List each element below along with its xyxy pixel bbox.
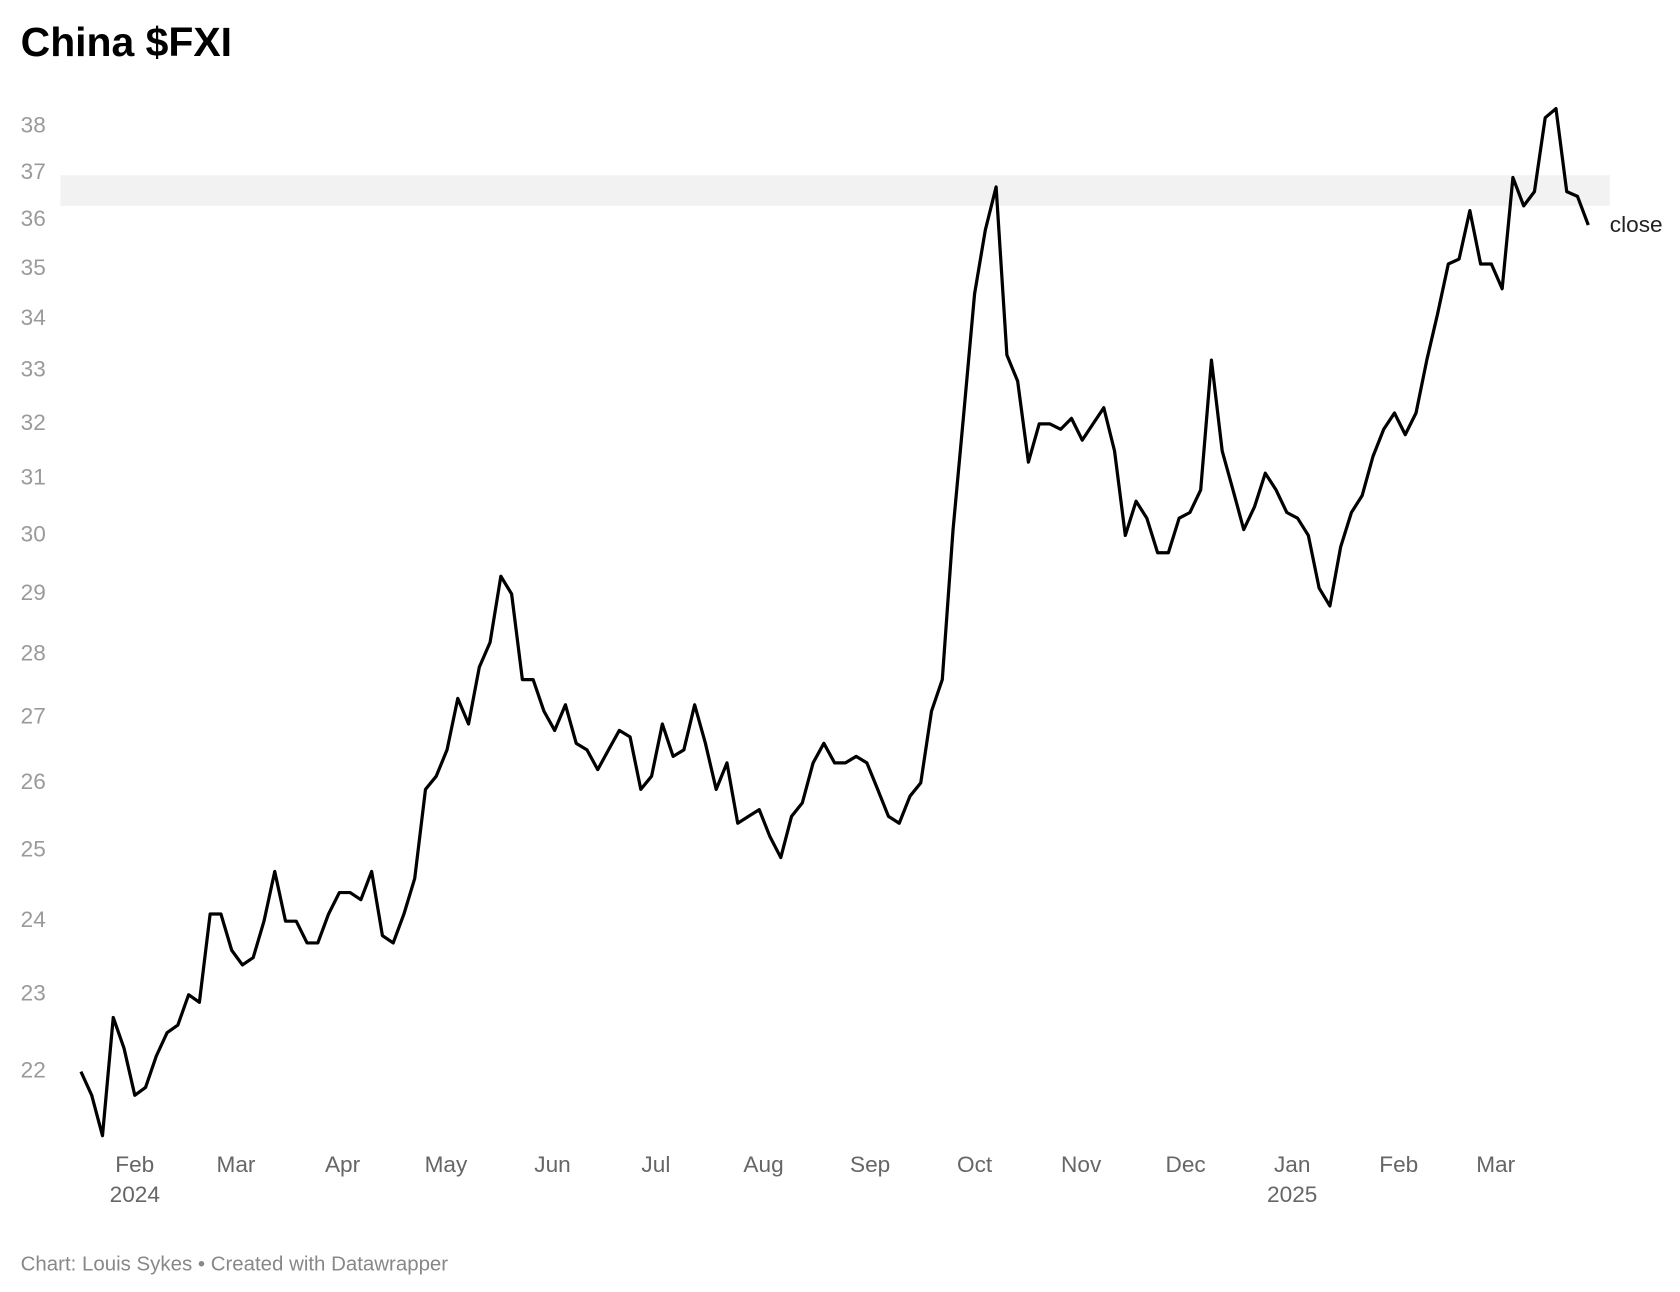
y-tick-label: 24 [21, 907, 46, 932]
x-tick-label: Jun [534, 1152, 570, 1177]
x-tick-label: Feb [115, 1152, 154, 1177]
highlight-band [60, 175, 1610, 206]
y-tick-label: 35 [21, 255, 46, 280]
y-tick-label: 36 [21, 206, 46, 231]
y-tick-label: 22 [21, 1058, 46, 1083]
x-tick-label: Mar [217, 1152, 256, 1177]
x-tick-label: Feb [1379, 1152, 1418, 1177]
x-tick-label: Nov [1061, 1152, 1102, 1177]
x-tick-label: Apr [325, 1152, 361, 1177]
y-tick-label: 32 [21, 410, 46, 435]
y-tick-label: 37 [21, 159, 46, 184]
x-tick-label: Dec [1166, 1152, 1206, 1177]
price-line [79, 107, 1590, 1138]
y-tick-label: 28 [21, 641, 46, 666]
x-tick-label: May [425, 1152, 468, 1177]
y-tick-label: 30 [21, 521, 46, 546]
x-tick-label: Mar [1476, 1152, 1515, 1177]
x-tick-label: Sep [850, 1152, 890, 1177]
y-tick-label: 26 [21, 769, 46, 794]
source-note: Chart: Louis Sykes • Created with Datawr… [21, 1252, 449, 1275]
x-year-label: 2024 [110, 1182, 160, 1207]
y-tick-label: 27 [21, 704, 46, 729]
x-tick-label: Oct [957, 1152, 993, 1177]
x-tick-label: Jan [1274, 1152, 1310, 1177]
y-tick-label: 38 [21, 113, 46, 138]
y-tick-label: 29 [21, 580, 46, 605]
chart-title: China $FXI [21, 19, 232, 65]
y-tick-label: 34 [21, 305, 46, 330]
y-tick-label: 33 [21, 357, 46, 382]
end-label: close [1610, 212, 1663, 237]
y-tick-label: 23 [21, 981, 46, 1006]
y-tick-label: 31 [21, 465, 46, 490]
x-year-label: 2025 [1267, 1182, 1317, 1207]
y-tick-label: 25 [21, 837, 46, 862]
x-tick-label: Aug [743, 1152, 783, 1177]
x-tick-label: Jul [641, 1152, 670, 1177]
